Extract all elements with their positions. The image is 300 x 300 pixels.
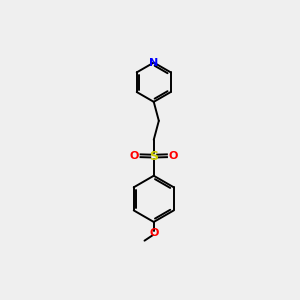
Text: O: O	[149, 228, 158, 238]
Text: N: N	[149, 58, 158, 68]
Text: S: S	[149, 150, 158, 163]
Text: O: O	[169, 151, 178, 161]
Text: O: O	[130, 151, 139, 161]
